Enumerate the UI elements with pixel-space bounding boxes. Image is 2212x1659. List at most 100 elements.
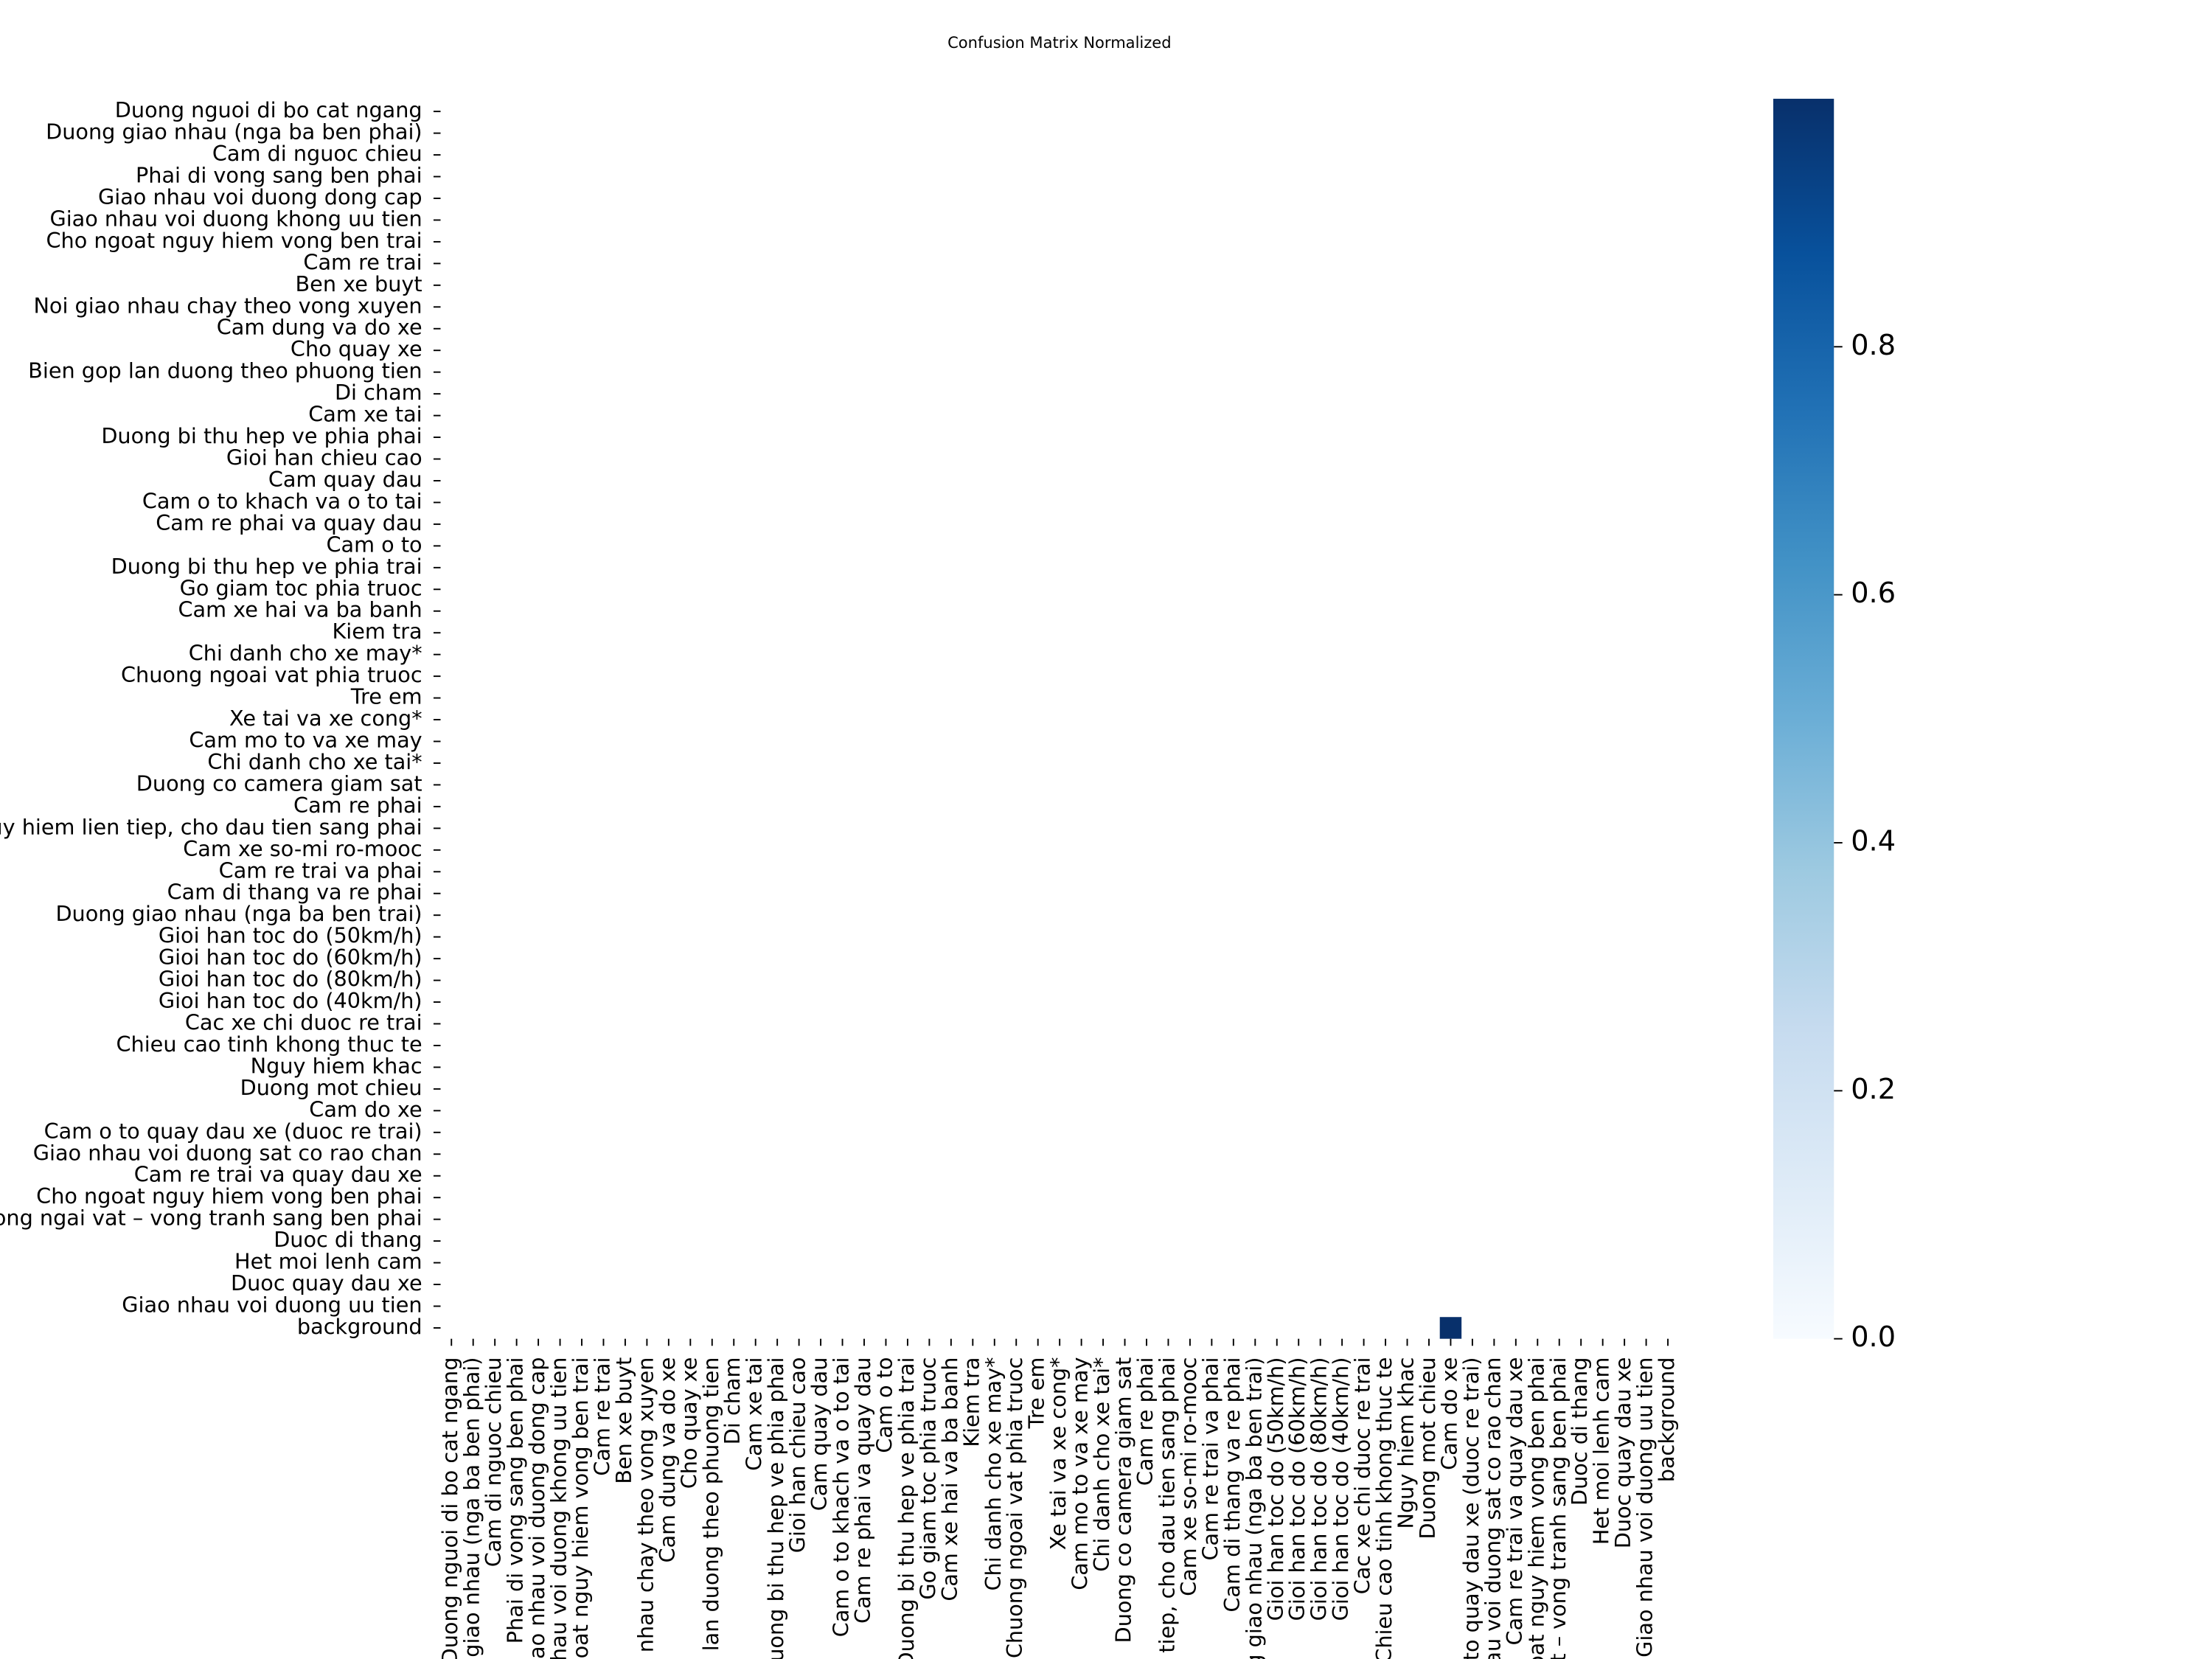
x-tick-label: Cam xe so-mi ro-mooc bbox=[1176, 1357, 1201, 1596]
x-tick-label: Kiem tra bbox=[959, 1357, 984, 1447]
x-tick-label: Cam di nguoc chieu bbox=[481, 1357, 506, 1568]
x-tick-label: Cam re phai bbox=[1133, 1357, 1158, 1486]
y-tick-label: Gioi han toc do (50km/h) bbox=[159, 923, 422, 948]
x-tick-label: Chuong ngoai vat phia truoc bbox=[1002, 1357, 1027, 1659]
colorbar-tick-label: 0.6 bbox=[1851, 577, 1896, 610]
x-tick-label: Gioi han toc do (50km/h) bbox=[1263, 1357, 1288, 1621]
y-tick-label: Duong bi thu hep ve phia trai bbox=[111, 554, 422, 579]
y-tick-label: Chuong ngai vat – vong tranh sang ben ph… bbox=[0, 1206, 422, 1231]
y-tick-label: Giao nhau voi duong uu tien bbox=[122, 1292, 422, 1317]
y-tick-label: Phai di vong sang ben phai bbox=[136, 163, 422, 188]
x-tick-label: Ben xe buyt bbox=[611, 1357, 636, 1484]
x-tick-label: Duong mot chieu bbox=[1415, 1357, 1440, 1540]
y-tick-label: Xe tai va xe cong* bbox=[229, 706, 422, 731]
x-tick-label: Cam xe tai bbox=[742, 1357, 767, 1471]
x-tick-label: Duong nguoi di bo cat ngang bbox=[437, 1357, 462, 1659]
y-tick-label: Cam o to bbox=[326, 532, 422, 557]
chart-title: Confusion Matrix Normalized bbox=[947, 33, 1171, 52]
x-tick-label: Cam dung va do xe bbox=[655, 1357, 680, 1563]
x-tick-label: Noi giao nhau chay theo vong xuyen bbox=[633, 1357, 658, 1659]
y-tick-label: Bien gop lan duong theo phuong tien bbox=[28, 358, 422, 383]
x-tick-label: Go giam toc phia truoc bbox=[915, 1357, 940, 1600]
y-tick-label: Gioi han toc do (80km/h) bbox=[159, 967, 422, 992]
x-tick-label: Chi danh cho xe may* bbox=[981, 1357, 1006, 1591]
x-tick-label: Nhieu cho ngoat nguy hiem lien tiep, cho… bbox=[1154, 1357, 1179, 1659]
colorbar-tick-label: 0.0 bbox=[1851, 1321, 1896, 1354]
x-tick-label: Chuong ngai vat – vong tranh sang ben ph… bbox=[1545, 1357, 1571, 1659]
y-tick-label: Chi danh cho xe tai* bbox=[207, 749, 422, 774]
x-tick-label: Tre em bbox=[1024, 1357, 1049, 1430]
x-tick-label: Cam o to bbox=[872, 1357, 897, 1453]
x-tick-label: Di cham bbox=[720, 1357, 745, 1445]
y-tick-label: Nguy hiem khac bbox=[251, 1053, 422, 1078]
x-tick-label: Gioi han toc do (60km/h) bbox=[1284, 1357, 1310, 1621]
y-tick-label: Duoc di thang bbox=[274, 1227, 422, 1252]
x-tick-label: Duong giao nhau (nga ba ben phai) bbox=[459, 1357, 484, 1659]
y-tick-label: Gioi han toc do (40km/h) bbox=[159, 988, 422, 1013]
y-tick-label: Cam mo to va xe may bbox=[189, 728, 422, 753]
x-tick-label: background bbox=[1654, 1357, 1679, 1483]
x-tick-label: Duong bi thu hep ve phia phai bbox=[763, 1357, 788, 1659]
y-tick-label: Cam re trai va quay dau xe bbox=[134, 1162, 422, 1187]
y-tick-label: Duong giao nhau (nga ba ben trai) bbox=[55, 901, 422, 926]
x-tick-label: Cam xe hai va ba banh bbox=[937, 1357, 962, 1601]
y-tick-label: Gioi han chieu cao bbox=[226, 445, 422, 470]
y-tick-label: Kiem tra bbox=[333, 619, 422, 644]
y-tick-label: Gioi han toc do (60km/h) bbox=[159, 945, 422, 970]
y-tick-label: Cam dung va do xe bbox=[217, 315, 422, 340]
x-tick-label: Cho quay xe bbox=[676, 1357, 701, 1489]
y-tick-label: Chieu cao tinh khong thuc te bbox=[116, 1032, 422, 1057]
y-tick-label: Duong nguoi di bo cat ngang bbox=[115, 97, 422, 122]
x-tick-label: Cho ngoat nguy hiem vong ben trai bbox=[568, 1357, 593, 1659]
x-tick-label: Cam quay dau bbox=[807, 1357, 832, 1512]
y-tick-label: Cam xe tai bbox=[308, 402, 422, 427]
x-tick-label: Cam o to quay dau xe (duoc re trai) bbox=[1458, 1357, 1484, 1659]
y-tick-label: Cam xe hai va ba banh bbox=[178, 597, 422, 622]
x-tick-label: Cam re trai va quay dau xe bbox=[1502, 1357, 1527, 1646]
x-tick-label: Phai di vong sang ben phai bbox=[503, 1357, 528, 1644]
x-tick-label: Gioi han toc do (80km/h) bbox=[1307, 1357, 1332, 1621]
y-tick-label: Cam re trai bbox=[303, 249, 422, 274]
x-tick-label: Cam re trai va phai bbox=[1197, 1357, 1222, 1561]
x-tick-label: Bien gop lan duong theo phuong tien bbox=[698, 1357, 723, 1659]
x-tick-label: Cam o to khach va o to tai bbox=[829, 1357, 854, 1638]
x-tick-label: Cam re phai va quay dau bbox=[850, 1357, 875, 1624]
heatmap-cell bbox=[1439, 1317, 1462, 1339]
y-tick-label: Cam o to khach va o to tai bbox=[142, 488, 422, 513]
x-tick-label: Gioi han toc do (40km/h) bbox=[1328, 1357, 1353, 1621]
y-tick-label: background bbox=[297, 1314, 422, 1339]
y-tick-label: Cam xe so-mi ro-mooc bbox=[183, 836, 422, 861]
y-tick-label: Ben xe buyt bbox=[296, 271, 422, 296]
y-tick-label: Giao nhau voi duong dong cap bbox=[98, 184, 422, 209]
x-tick-label: Giao nhau voi duong dong cap bbox=[524, 1357, 549, 1659]
x-tick-label: Cam di thang va re phai bbox=[1220, 1357, 1245, 1613]
x-tick-label: Giao nhau voi duong khong uu tien bbox=[546, 1357, 571, 1659]
y-tick-label: Duoc quay dau xe bbox=[231, 1270, 422, 1295]
y-tick-label: Cam di thang va re phai bbox=[167, 880, 422, 905]
y-tick-label: Cam di nguoc chieu bbox=[212, 141, 422, 166]
x-tick-label: Duong bi thu hep ve phia trai bbox=[894, 1357, 919, 1659]
x-tick-label: Gioi han chieu cao bbox=[785, 1357, 810, 1554]
y-tick-label: Chuong ngoai vat phia truoc bbox=[121, 662, 422, 687]
x-tick-label: Chieu cao tinh khong thuc te bbox=[1371, 1357, 1397, 1659]
x-tick-label: Duong co camera giam sat bbox=[1111, 1357, 1136, 1644]
x-tick-label: Duoc di thang bbox=[1567, 1357, 1592, 1506]
y-tick-label: Giao nhau voi duong sat co rao chan bbox=[33, 1140, 422, 1165]
y-tick-label: Go giam toc phia truoc bbox=[180, 575, 422, 600]
y-tick-label: Cam re phai bbox=[293, 793, 422, 818]
colorbar-tick-label: 0.2 bbox=[1851, 1073, 1896, 1106]
y-tick-label: Giao nhau voi duong khong uu tien bbox=[49, 206, 422, 231]
colorbar-tick-label: 0.4 bbox=[1851, 824, 1896, 858]
y-tick-label: Nhieu cho ngoat nguy hiem lien tiep, cho… bbox=[0, 814, 422, 839]
x-tick-label: Duong giao nhau (nga ba ben trai) bbox=[1241, 1357, 1266, 1659]
colorbar bbox=[1773, 98, 1834, 1339]
x-tick-label: Giao nhau voi duong sat co rao chan bbox=[1480, 1357, 1505, 1659]
y-tick-label: Duong giao nhau (nga ba ben phai) bbox=[46, 119, 422, 145]
x-tick-label: Cam do xe bbox=[1436, 1357, 1461, 1470]
x-tick-label: Cho ngoat nguy hiem vong ben phai bbox=[1523, 1357, 1548, 1659]
x-tick-label: Duoc quay dau xe bbox=[1610, 1357, 1635, 1549]
y-tick-label: Di cham bbox=[335, 380, 422, 405]
x-tick-label: Giao nhau voi duong uu tien bbox=[1632, 1357, 1658, 1658]
